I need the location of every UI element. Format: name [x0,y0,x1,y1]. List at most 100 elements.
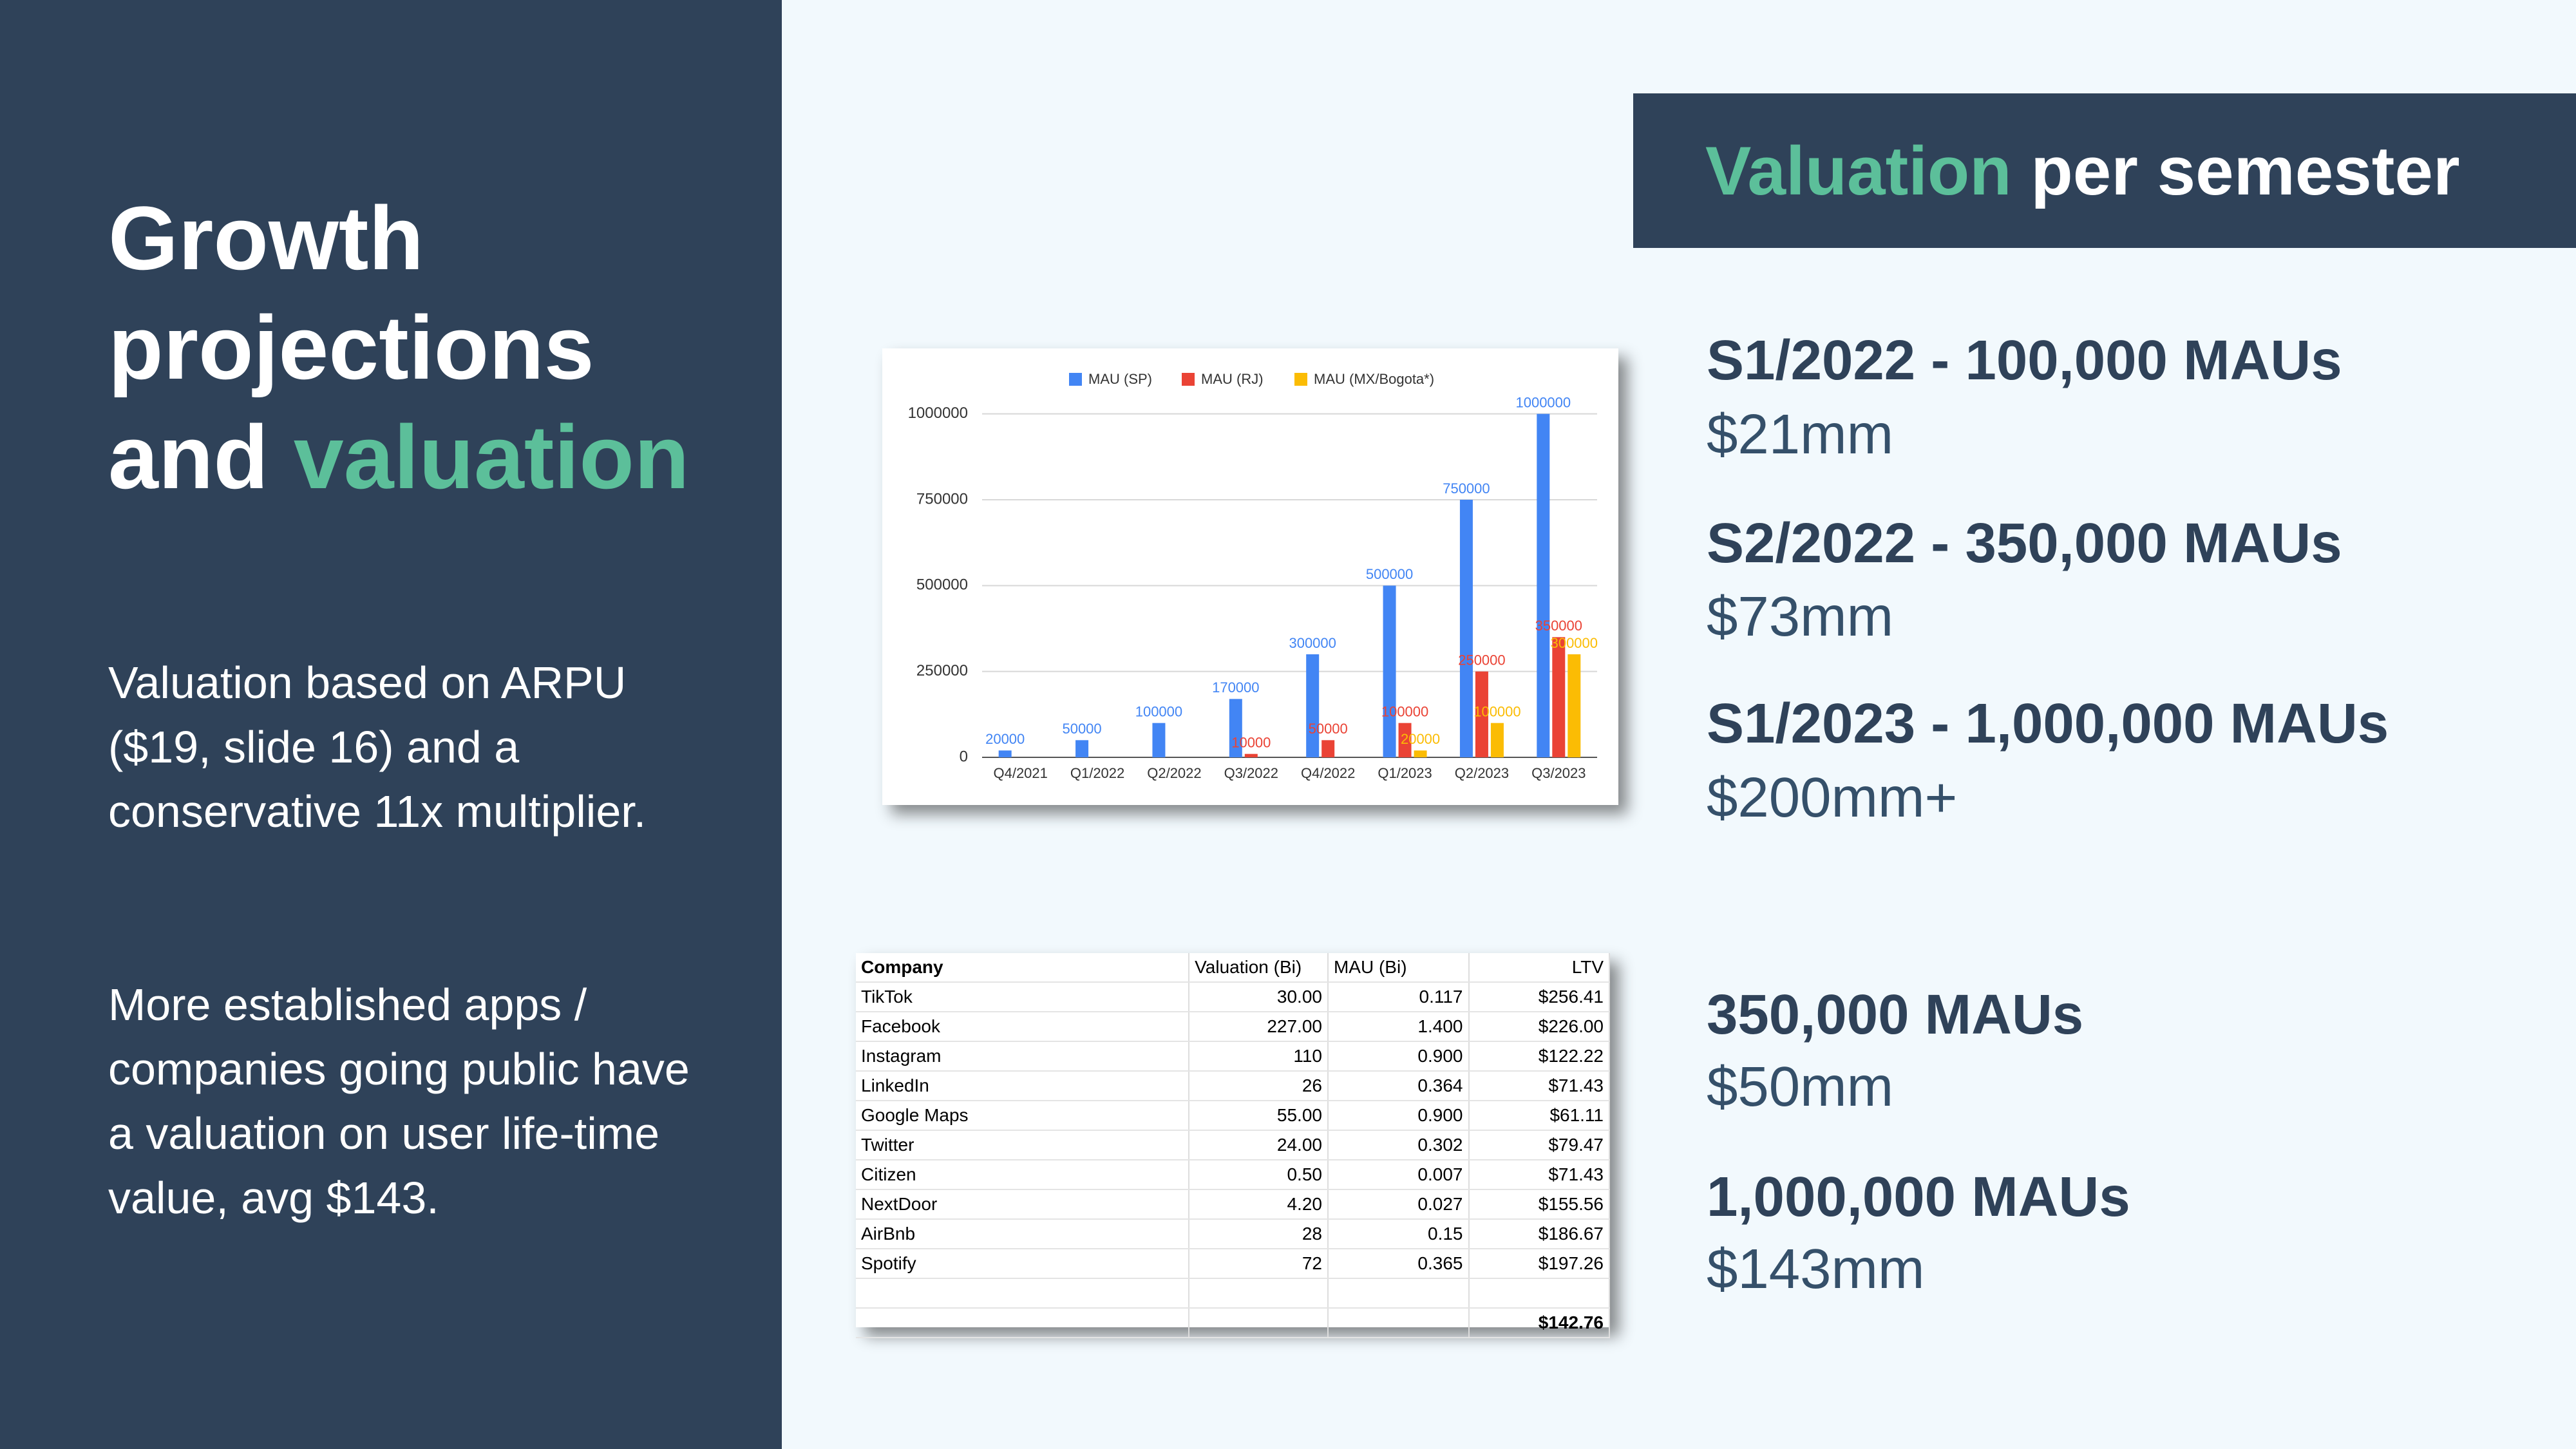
table-cell: 30.00 [1189,982,1329,1012]
section-header: Valuation per semester [1633,93,2576,248]
table-cell: $61.11 [1468,1101,1610,1131]
table-cell: $71.43 [1468,1160,1610,1190]
x-tick-label: Q1/2022 [1070,765,1124,781]
value-label: 500000 [1366,566,1413,582]
bar [1459,500,1473,757]
value-label: 100000 [1381,703,1428,719]
x-tick-label: Q1/2023 [1378,765,1432,781]
table-cell: 26 [1189,1071,1329,1101]
title-text: Growth projections and [108,187,594,507]
table-cell: 0.365 [1327,1249,1470,1279]
table-row: Instagram 110 0.900 $122.22 [856,1041,1610,1072]
item-heading: S2/2022 - 350,000 MAUs [1707,512,2342,574]
value-label: 10000 [1231,734,1271,750]
blank-cell [1327,1278,1470,1309]
table-cell: 4.20 [1189,1189,1329,1220]
table-cell: NextDoor [856,1189,1190,1220]
y-tick-label: 500000 [916,576,968,594]
table-row: LinkedIn 26 0.364 $71.43 [856,1071,1610,1101]
title-highlight: valuation [293,406,690,507]
table-cell: 72 [1189,1249,1329,1279]
table-cell: 0.900 [1327,1041,1470,1072]
table-cell: 0.027 [1327,1189,1470,1220]
table-row: Facebook 227.00 1.400 $226.00 [856,1012,1610,1042]
value-label: 300000 [1289,635,1336,651]
table-cell: $197.26 [1468,1249,1610,1279]
table-cell: 0.15 [1327,1219,1470,1249]
table-cell: TikTok [856,982,1190,1012]
blank-row [856,1278,1610,1309]
bar [1537,413,1550,757]
item-heading: 350,000 MAUs [1707,983,2084,1046]
bar [1475,671,1488,757]
bar [1383,585,1396,757]
table-cell: 0.117 [1327,982,1470,1012]
item-heading: S1/2022 - 100,000 MAUs [1707,329,2342,392]
table-cell: 110 [1189,1041,1329,1072]
table-cell: Spotify [856,1249,1190,1279]
table-cell: 0.007 [1327,1160,1470,1190]
table-cell: 0.50 [1189,1160,1329,1190]
table-row: NextDoor 4.20 0.027 $155.56 [856,1189,1610,1220]
blank-cell [856,1278,1190,1309]
x-tick-label: Q3/2023 [1531,765,1586,781]
table: Company Valuation (Bi) MAU (Bi) LTV TikTok 30… [856,953,1610,1338]
value-label: 1000000 [1515,394,1571,410]
table-row: Google Maps 55.00 0.900 $61.11 [856,1101,1610,1131]
table-cell: 28 [1189,1219,1329,1249]
item-heading: S1/2023 - 1,000,000 MAUs [1707,692,2389,755]
table-row: TikTok 30.00 0.117 $256.41 [856,982,1610,1012]
bar [1398,723,1412,757]
header-cell: Company [856,953,1190,983]
table-cell: $155.56 [1468,1189,1610,1220]
table-cell: 55.00 [1189,1101,1329,1131]
blank-cell [1189,1278,1329,1309]
table-cell: $256.41 [1468,982,1610,1012]
bar [1306,654,1320,757]
table-cell: 0.302 [1327,1130,1470,1160]
bar [1414,750,1427,757]
item-value: $73mm [1707,585,1894,648]
item-heading: 1,000,000 MAUs [1707,1166,2130,1228]
y-tick-label: 750000 [916,490,968,507]
table-row: Twitter 24.00 0.302 $79.47 [856,1130,1610,1160]
value-label: 50000 [1309,721,1348,737]
table-row: AirBnb 28 0.15 $186.67 [856,1219,1610,1249]
legend-label: MAU (RJ) [1201,371,1264,387]
x-tick-label: Q2/2022 [1147,765,1201,781]
legend-swatch [1069,373,1082,386]
table-cell: $186.67 [1468,1219,1610,1249]
table-cell: $71.43 [1468,1071,1610,1101]
bar [1567,654,1581,757]
value-label: 50000 [1062,721,1101,737]
y-tick-label: 1000000 [908,404,968,422]
table-cell: 0.900 [1327,1101,1470,1131]
legend-swatch [1294,373,1307,386]
value-label: 100000 [1473,703,1520,719]
header-text: per semester [2031,132,2460,209]
table-cell: Citizen [856,1160,1190,1190]
value-label: 20000 [1401,731,1440,747]
legend-label: MAU (MX/Bogota*) [1314,371,1434,387]
value-label: 250000 [1458,652,1505,668]
header-highlight: Valuation [1705,132,2012,209]
table-cell: $79.47 [1468,1130,1610,1160]
table-cell: $226.00 [1468,1012,1610,1042]
paragraph: Valuation based on ARPU ($19, slide 16) … [108,658,647,837]
bar [1244,753,1258,757]
table-cell: 24.00 [1189,1130,1329,1160]
chart: 0 250000 500000 750000 1000000 MAU (SP) MAU (R… [908,371,1598,781]
item-value: $50mm [1707,1056,1894,1118]
value-label: 300000 [1551,635,1598,651]
x-tick-label: Q4/2022 [1301,765,1355,781]
total-cell: $142.76 [1468,1308,1610,1338]
left-panel: Growth projections and valuation Valuati… [0,0,782,1449]
item-value: $200mm+ [1707,766,1958,829]
blank-cell [1189,1308,1329,1338]
value-label: 100000 [1135,703,1182,719]
value-label: 170000 [1212,679,1259,696]
table-cell: 227.00 [1189,1012,1329,1042]
table-cell: Facebook [856,1012,1190,1042]
item-value: $21mm [1707,403,1894,466]
